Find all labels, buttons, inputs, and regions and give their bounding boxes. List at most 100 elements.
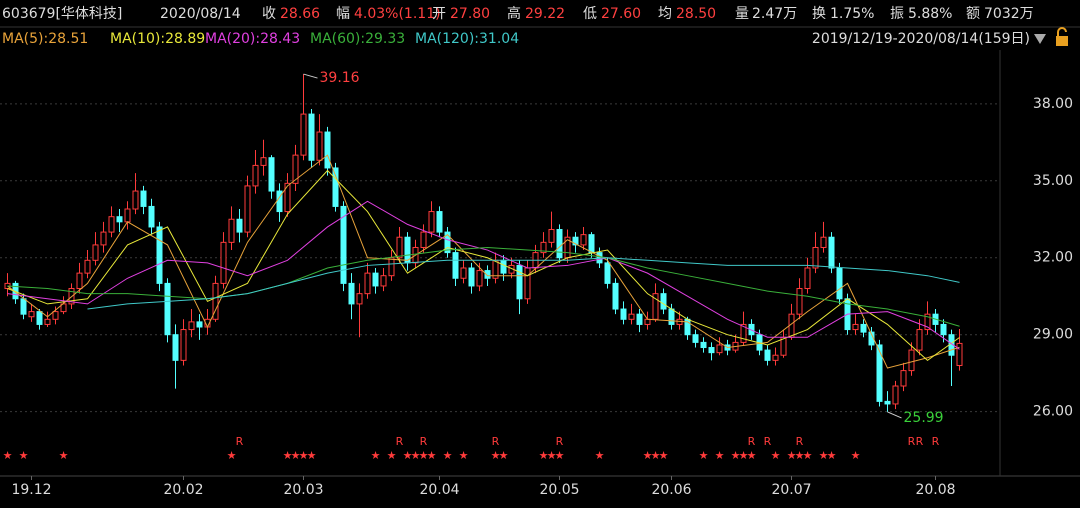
candle-body (364, 272, 371, 295)
candle-body (172, 334, 179, 361)
signal-star: ★ (771, 449, 781, 462)
candle-body (652, 293, 659, 320)
field-label: 高 (507, 5, 521, 22)
legend-entry: MA(10):28.89 (110, 31, 205, 47)
candle-body (356, 293, 363, 305)
candle-body (612, 282, 619, 310)
candle-body (892, 385, 899, 405)
signal-star: ★ (227, 449, 237, 462)
signal-star: ★ (595, 449, 605, 462)
x-tick-label: 20.07 (771, 482, 811, 498)
date-range: 2019/12/19-2020/08/14(159日) (812, 31, 1030, 47)
candle-body (580, 234, 587, 246)
candle-body (44, 318, 51, 325)
candle-body (884, 400, 891, 405)
legend-entry: MA(60):29.33 (310, 31, 405, 47)
signal-star: ★ (803, 449, 813, 462)
candle-body (284, 182, 291, 213)
candle-body (308, 113, 315, 161)
candle-body (164, 282, 171, 336)
signal-star: ★ (299, 449, 309, 462)
candle-body (388, 257, 395, 277)
signal-r: R (420, 435, 428, 448)
ma-line (7, 169, 960, 361)
signal-star: ★ (371, 449, 381, 462)
candle-body (252, 164, 259, 187)
candle-body (188, 321, 195, 331)
candle-body (428, 211, 435, 233)
field-label: 量 (735, 6, 749, 22)
candle-body (516, 264, 523, 300)
ma-line (7, 154, 960, 369)
field-label: 振 (890, 6, 904, 22)
signal-star: ★ (291, 449, 301, 462)
signal-star: ★ (3, 449, 13, 462)
signal-star: ★ (491, 449, 501, 462)
candle-body (620, 308, 627, 320)
candle-body (556, 229, 563, 259)
candle-body (444, 231, 451, 254)
candle-body (876, 344, 883, 402)
field-label: 幅 (336, 6, 350, 22)
candle-body (292, 154, 299, 184)
x-tick-label: 20.02 (163, 482, 203, 498)
candle-body (372, 272, 379, 287)
candle-body (836, 267, 843, 300)
candle-body (244, 185, 251, 233)
ma-line (7, 246, 960, 327)
signal-r: R (916, 435, 924, 448)
candle-body (708, 347, 715, 354)
candle-body (588, 234, 595, 254)
lock-icon[interactable] (1056, 36, 1068, 46)
candle-body (108, 216, 115, 233)
candle-body (924, 313, 931, 331)
signal-star: ★ (747, 449, 757, 462)
candle-body (20, 298, 27, 315)
candle-body (28, 311, 35, 318)
signal-star: ★ (387, 449, 397, 462)
x-tick-label: 20.05 (539, 482, 579, 498)
candle-body (228, 218, 235, 243)
signal-star: ★ (555, 449, 565, 462)
candle-body (92, 244, 99, 261)
field-value: 7032万 (984, 6, 1034, 22)
candle-body (900, 370, 907, 387)
candle-body (940, 323, 947, 336)
ma-line (7, 200, 960, 350)
candle-body (212, 282, 219, 320)
candle-body (636, 313, 643, 325)
candle-body (660, 293, 667, 310)
signal-star: ★ (19, 449, 29, 462)
candle-body (268, 157, 275, 192)
signal-r: R (396, 435, 404, 448)
candle-body (500, 259, 507, 274)
signal-star: ★ (307, 449, 317, 462)
candle-body (604, 262, 611, 284)
candle-body (772, 354, 779, 361)
field-value: 1.75% (830, 6, 874, 22)
signal-star: ★ (283, 449, 293, 462)
candle-body (796, 288, 803, 315)
field-label: 低 (583, 6, 597, 22)
y-tick-label: 32.00 (1033, 250, 1073, 266)
annotation-arrow (887, 411, 902, 419)
candle-body (148, 205, 155, 228)
signal-star: ★ (827, 449, 837, 462)
field-value: 28.66 (280, 6, 320, 22)
field-value: 2.47万 (752, 6, 797, 22)
dropdown-icon[interactable] (1034, 34, 1046, 44)
candle-body (316, 131, 323, 161)
field-value: 4.03%(1.11) (354, 6, 441, 22)
candle-body (116, 216, 123, 223)
ma-line (87, 257, 960, 310)
lock-shackle (1057, 27, 1067, 36)
candle-body (572, 236, 579, 246)
signal-star: ★ (411, 449, 421, 462)
candle-body (332, 167, 339, 207)
candle-body (828, 236, 835, 269)
date: 2020/08/14 (160, 6, 241, 22)
annotation-label: 25.99 (904, 410, 944, 426)
